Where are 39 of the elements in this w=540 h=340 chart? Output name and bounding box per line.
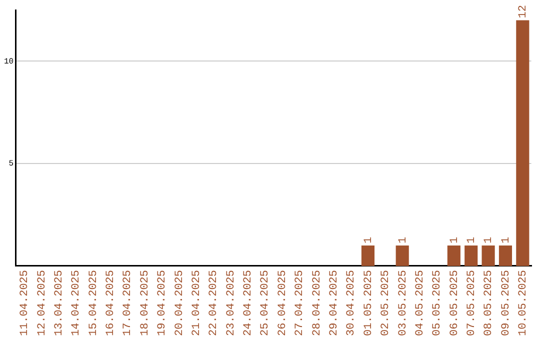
x-tick-label: 13.04.2025	[53, 270, 66, 336]
data-label: 1	[466, 236, 478, 244]
x-tick-label: 21.04.2025	[190, 270, 203, 336]
x-tick-label: 27.04.2025	[294, 270, 306, 336]
data-label: 1	[483, 236, 496, 244]
x-tick-label: 30.04.2025	[346, 270, 358, 336]
x-tick-label: 15.04.2025	[88, 270, 100, 336]
x-tick-label: 06.05.2025	[448, 270, 461, 336]
x-tick-label: 25.04.2025	[260, 270, 272, 336]
x-tick-label: 11.04.2025	[19, 270, 32, 336]
x-tick-label: 23.04.2025	[225, 270, 238, 336]
y-tick-label: 10	[4, 57, 14, 66]
x-tick-label: 05.05.2025	[432, 270, 444, 336]
x-tick-label: 22.04.2025	[208, 270, 220, 336]
x-tick-label: 10.05.2025	[518, 270, 530, 336]
x-tick-label: 01.05.2025	[362, 270, 375, 336]
x-tick-label: 17.04.2025	[122, 270, 134, 336]
data-label: 1	[500, 236, 512, 244]
x-tick-label: 28.04.2025	[311, 270, 324, 336]
data-label: 12	[518, 5, 530, 18]
x-tick-label: 18.04.2025	[139, 270, 152, 336]
x-tick-label: 08.05.2025	[483, 270, 496, 336]
data-label: 1	[397, 236, 410, 244]
x-tick-label: 04.05.2025	[414, 270, 426, 336]
x-tick-label: 19.04.2025	[156, 270, 169, 336]
x-tick-label: 02.05.2025	[380, 270, 392, 336]
x-tick-label: 14.04.2025	[70, 270, 83, 336]
data-label: 1	[448, 236, 461, 244]
x-tick-label: 16.04.2025	[105, 270, 118, 336]
x-tick-label: 26.04.2025	[276, 270, 289, 336]
x-tick-label: 20.04.2025	[174, 270, 186, 336]
x-tick-label: 29.04.2025	[328, 270, 340, 336]
x-tick-label: 12.04.2025	[36, 270, 48, 336]
y-tick-label: 5	[8, 160, 14, 169]
x-tick-label: 07.05.2025	[466, 270, 478, 336]
x-tick-label: 03.05.2025	[397, 270, 410, 336]
data-label: 1	[362, 236, 375, 244]
x-tick-label: 09.05.2025	[500, 270, 512, 336]
x-tick-label: 24.04.2025	[242, 270, 255, 336]
